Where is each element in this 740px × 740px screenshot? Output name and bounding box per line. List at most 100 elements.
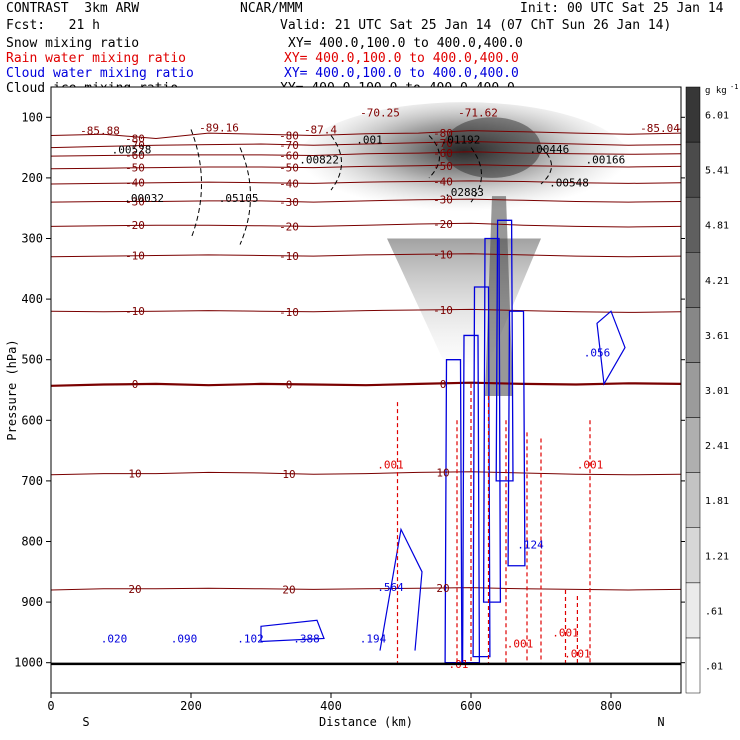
legend-snow-xy: XY= 400.0,100.0 to 400.0,400.0 (288, 36, 523, 51)
extremum-label: .020 (101, 632, 128, 645)
colorbar-label: 6.01 (705, 111, 729, 122)
temp-contour-label: -50 (125, 162, 145, 175)
temp-contour-label: -20 (125, 219, 145, 232)
y-tick-label: 200 (21, 171, 43, 185)
x-end-label-north: N (657, 715, 664, 729)
temp-contour-label: -10 (433, 304, 453, 317)
extremum-label: -70.25 (360, 106, 400, 119)
model-title: CONTRAST 3km ARW (6, 1, 140, 16)
temp-contour-label: -40 (279, 177, 299, 190)
colorbar-segment (685, 196, 701, 253)
temp-contour-label: -10 (125, 305, 145, 318)
y-tick-label: 500 (21, 353, 43, 367)
temp-contour (51, 151, 681, 157)
snow-contour (428, 135, 440, 179)
colorbar-label: 4.81 (705, 221, 729, 232)
extremum-label: .124 (517, 539, 544, 552)
temp-contour (51, 164, 681, 170)
cloud-water-contour (260, 619, 325, 643)
temp-contour-label: -70 (433, 137, 453, 150)
temp-contour-label: -20 (433, 218, 453, 231)
temp-contour-label: -30 (279, 196, 299, 209)
temp-contour-label: 0 (440, 378, 447, 391)
snow-plume-core (443, 117, 541, 178)
temp-contour-label: 20 (282, 583, 295, 596)
y-tick-label: 400 (21, 292, 43, 306)
temp-contour (51, 253, 681, 258)
extremum-label: -85.88 (80, 125, 120, 138)
legend-cloud-water-xy: XY= 400.0,100.0 to 400.0,400.0 (284, 66, 519, 81)
x-tick-label: 400 (320, 699, 342, 713)
extremum-label: .001 (507, 637, 534, 650)
extremum-label: .00446 (530, 143, 570, 156)
colorbar-label: 5.41 (705, 166, 729, 177)
x-tick-label: 0 (47, 699, 54, 713)
colorbar-segment (685, 472, 701, 528)
colorbar-label: 3.61 (705, 331, 729, 342)
org-title: NCAR/MMM (240, 1, 303, 16)
temp-contour-label: -60 (125, 149, 145, 162)
temp-contour-label: -70 (279, 139, 299, 152)
cloud-water-contour (472, 286, 491, 658)
extremum-label: .001 (564, 648, 591, 661)
temp-contour (51, 381, 681, 387)
temp-contour-label: 10 (128, 468, 141, 481)
colorbar-label: .01 (705, 661, 723, 672)
colorbar-label: 1.81 (705, 496, 729, 507)
extremum-label: .388 (293, 632, 320, 645)
extremum-label: .00528 (112, 143, 152, 156)
temp-contour-label: -50 (279, 162, 299, 175)
cloud-water-contour (379, 527, 423, 651)
extremum-label: .001 (552, 626, 579, 639)
y-axis-label: Pressure (hPa) (5, 339, 19, 440)
temp-contour-label: -10 (279, 306, 299, 319)
extremum-label: -87.4 (304, 123, 337, 136)
temp-contour-label: 10 (436, 466, 449, 479)
extremum-label: .090 (171, 632, 198, 645)
temp-contour (51, 471, 681, 476)
temp-contour-label: -60 (279, 149, 299, 162)
temp-contour (51, 222, 681, 228)
temp-contour-label: -80 (433, 127, 453, 140)
colorbar-segment (685, 141, 701, 198)
y-tick-label: 100 (21, 110, 43, 124)
y-tick-label: 800 (21, 535, 43, 549)
extremum-label: -89.16 (199, 122, 239, 135)
temp-contour-label: -80 (279, 129, 299, 142)
extremum-label: -85.04 (640, 122, 680, 135)
temp-contour-label: -40 (125, 177, 145, 190)
colorbar-segment (685, 86, 701, 143)
temp-contour-label: -10 (279, 250, 299, 263)
extremum-label: .00166 (586, 154, 626, 167)
extremum-label: .05105 (219, 192, 259, 205)
x-tick-label: 200 (180, 699, 202, 713)
temp-contour-label: -50 (433, 160, 453, 173)
extremum-label: -71.62 (458, 106, 498, 119)
cloud-water-contour (482, 237, 502, 603)
colorbar-segment (685, 417, 701, 473)
temp-contour-label: -60 (433, 147, 453, 160)
extremum-label: .001 (356, 134, 383, 147)
colorbar-segment (685, 307, 701, 363)
extremum-label: .02883 (444, 186, 484, 199)
temp-contour-label: -30 (433, 194, 453, 207)
temp-contour-label: -10 (433, 248, 453, 261)
temp-contour (51, 198, 681, 203)
legend-rain-xy: XY= 400.0,100.0 to 400.0,400.0 (284, 51, 519, 66)
temp-contour-label: -80 (125, 133, 145, 146)
y-tick-label: 900 (21, 595, 43, 609)
y-tick-label: 300 (21, 232, 43, 246)
temp-contour (51, 140, 681, 149)
x-tick-label: 600 (460, 699, 482, 713)
init-time: Init: 00 UTC Sat 25 Jan 14 (520, 1, 724, 16)
plot-frame (50, 86, 682, 694)
y-tick-label: 700 (21, 474, 43, 488)
cloud-water-contour (507, 310, 526, 567)
extremum-label: .102 (237, 632, 264, 645)
temp-contour-label: -40 (433, 176, 453, 189)
extremum-label: -82 (676, 122, 696, 135)
temp-contour-label: -70 (125, 139, 145, 152)
colorbar-unit: g kg (705, 86, 727, 96)
extremum-label: .001 (577, 459, 604, 472)
